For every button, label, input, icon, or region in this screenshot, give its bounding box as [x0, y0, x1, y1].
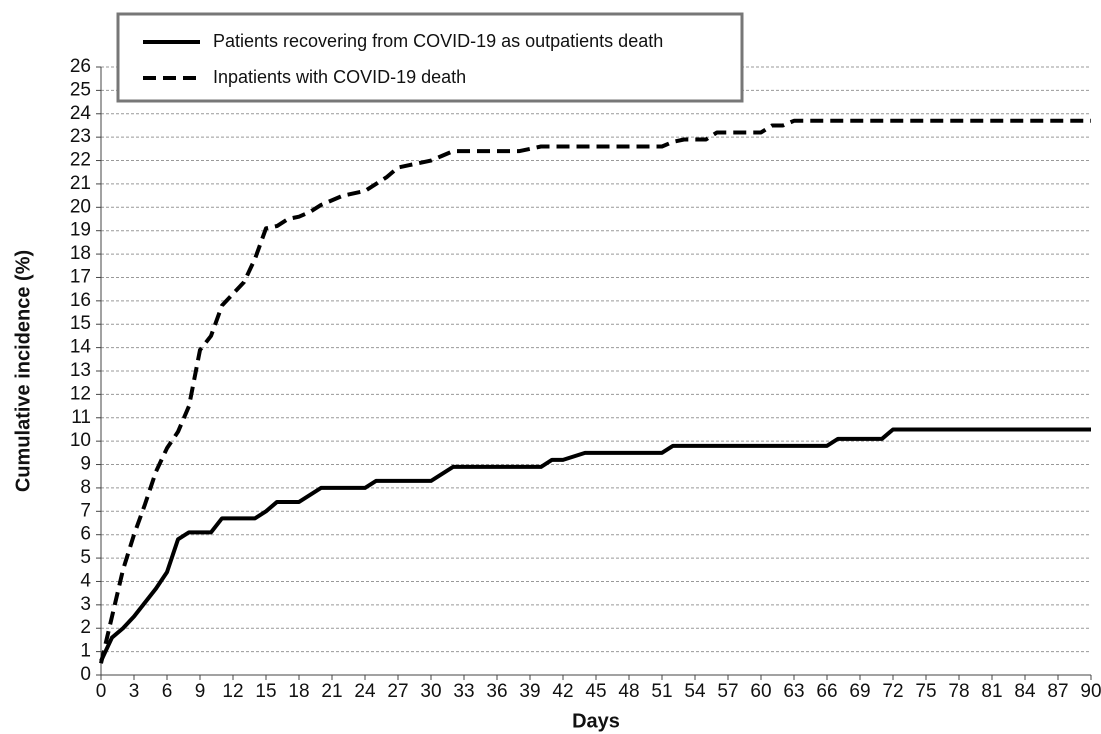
x-tick-label: 60	[750, 681, 771, 702]
y-tick-label: 6	[80, 524, 91, 545]
x-tick-label: 66	[816, 681, 837, 702]
y-tick-label: 13	[70, 360, 91, 381]
legend-label: Inpatients with COVID-19 death	[213, 67, 466, 87]
x-tick-label: 15	[255, 681, 276, 702]
y-tick-label: 3	[80, 594, 91, 615]
y-tick-label: 11	[71, 407, 91, 428]
x-tick-label: 36	[486, 681, 507, 702]
y-tick-label: 23	[70, 126, 91, 147]
x-tick-label: 24	[354, 681, 376, 702]
x-axis-title: Days	[572, 710, 620, 732]
x-tick-label: 87	[1047, 681, 1068, 702]
y-tick-label: 8	[80, 477, 91, 498]
x-tick-label: 63	[783, 681, 804, 702]
y-tick-label: 1	[80, 641, 91, 662]
x-tick-label: 69	[849, 681, 870, 702]
y-tick-label: 2	[80, 617, 91, 638]
x-tick-label: 6	[162, 681, 173, 702]
y-tick-label: 12	[70, 383, 91, 404]
x-tick-label: 90	[1080, 681, 1101, 702]
grid	[96, 66, 1092, 680]
x-tick-label: 57	[717, 681, 738, 702]
x-tick-label: 30	[420, 681, 441, 702]
x-tick-label: 12	[222, 681, 243, 702]
series-line	[99, 427, 1091, 662]
x-tick-label: 45	[585, 681, 606, 702]
y-tick-label: 17	[70, 266, 91, 287]
x-tick-label: 3	[129, 681, 140, 702]
legend: Patients recovering from COVID-19 as out…	[116, 12, 744, 103]
x-tick-label: 0	[96, 681, 107, 702]
x-tick-label: 21	[321, 681, 342, 702]
x-tick-label: 78	[948, 681, 969, 702]
x-tick-label: 72	[882, 681, 903, 702]
x-tick-label: 33	[453, 681, 474, 702]
y-tick-label: 14	[70, 337, 92, 358]
y-tick-label: 24	[70, 103, 92, 124]
y-tick-label: 19	[70, 220, 91, 241]
y-tick-label: 25	[70, 79, 91, 100]
y-tick-label: 5	[80, 547, 91, 568]
y-tick-label: 26	[70, 56, 91, 77]
x-tick-label: 39	[519, 681, 540, 702]
x-tick-label: 54	[684, 681, 706, 702]
y-tick-label: 20	[70, 196, 91, 217]
x-tick-label: 48	[618, 681, 639, 702]
y-tick-label: 15	[70, 313, 91, 334]
y-tick-label: 18	[70, 243, 91, 264]
y-tick-label: 0	[80, 664, 91, 685]
x-tick-label: 27	[387, 681, 408, 702]
y-tick-label: 16	[70, 290, 91, 311]
y-tick-label: 21	[70, 173, 91, 194]
lines	[99, 118, 1091, 664]
x-tick-label: 75	[915, 681, 936, 702]
y-tick-label: 22	[70, 150, 91, 171]
x-tick-label: 18	[288, 681, 309, 702]
series-line	[99, 118, 1091, 664]
legend-label: Patients recovering from COVID-19 as out…	[213, 31, 663, 51]
y-tick-label: 10	[70, 430, 91, 451]
x-tick-label: 42	[552, 681, 573, 702]
x-tick-label: 84	[1014, 681, 1036, 702]
x-tick-label: 51	[651, 681, 672, 702]
x-tick-label: 9	[195, 681, 206, 702]
y-tick-label: 9	[80, 454, 91, 475]
y-axis-title: Cumulative incidence (%)	[12, 250, 34, 492]
y-tick-label: 7	[80, 500, 91, 521]
legend-box	[116, 12, 744, 103]
x-tick-label: 81	[981, 681, 1002, 702]
y-tick-label: 4	[80, 570, 91, 591]
